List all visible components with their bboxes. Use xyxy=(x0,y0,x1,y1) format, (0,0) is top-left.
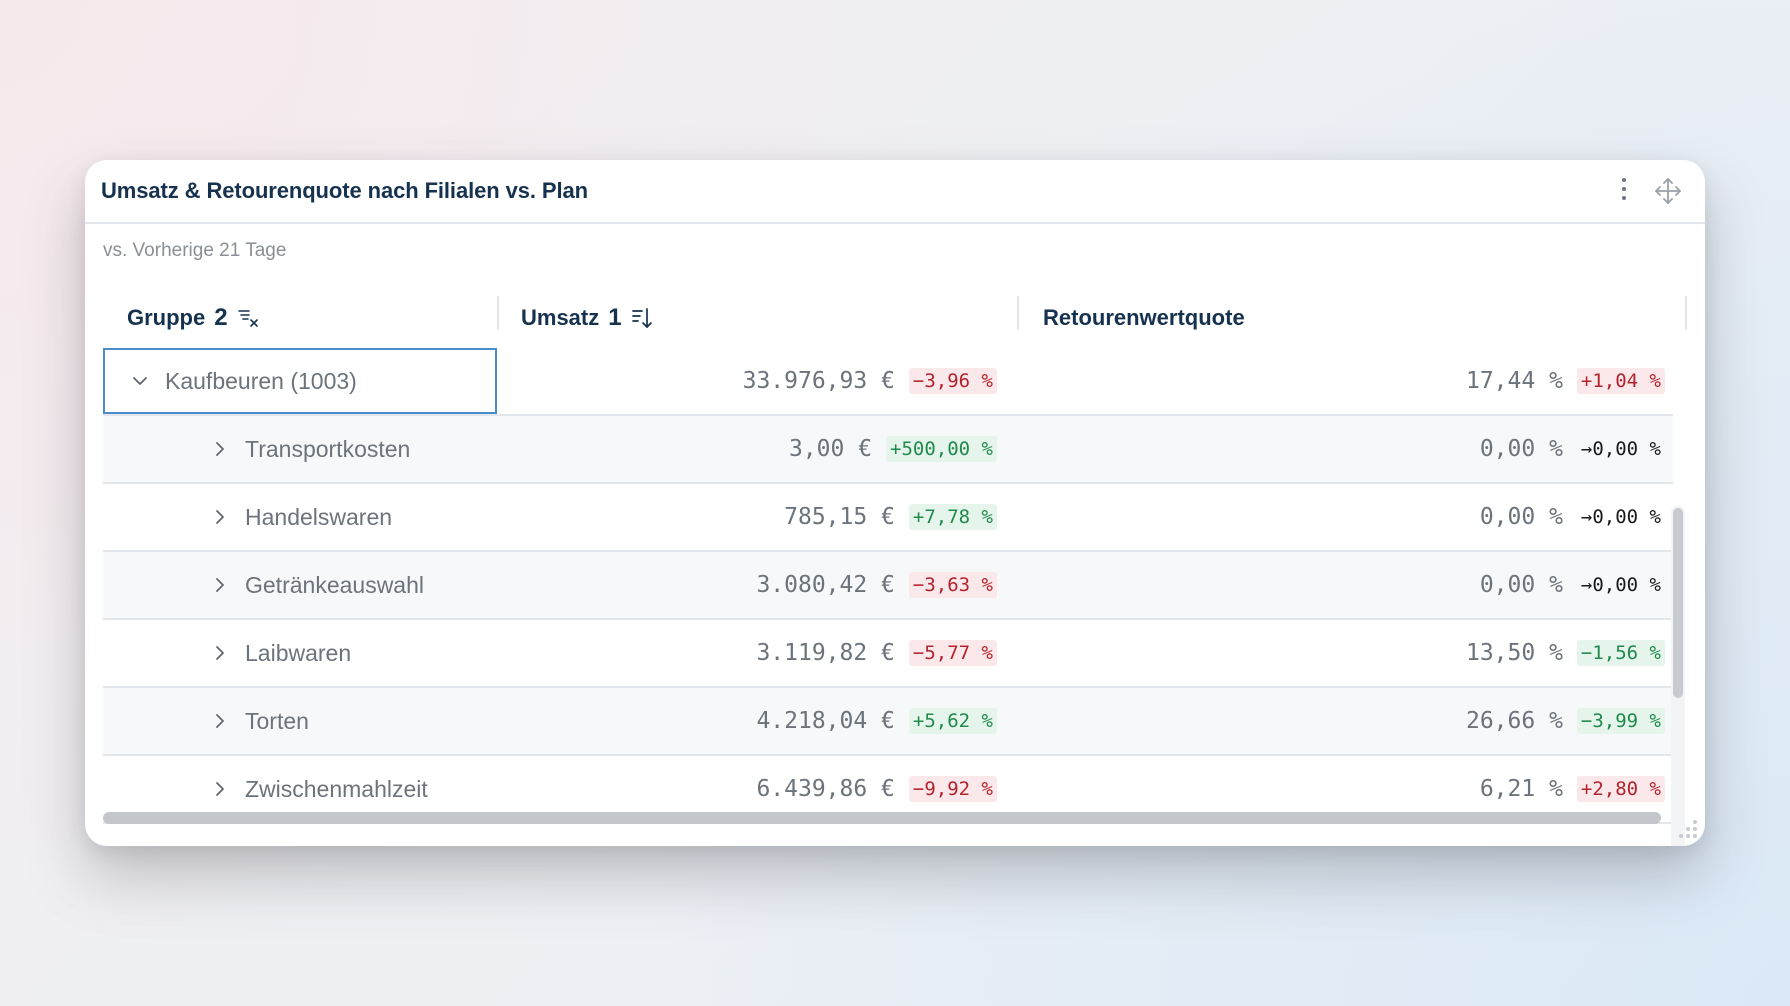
revenue-delta-badge: −3,63 % xyxy=(908,572,997,598)
column-divider[interactable] xyxy=(1017,296,1019,330)
widget-header: Umsatz & Retourenquote nach Filialen vs.… xyxy=(85,160,1705,224)
column-header-revenue[interactable]: Umsatz 1 xyxy=(521,288,654,348)
widget-title: Umsatz & Retourenquote nach Filialen vs.… xyxy=(101,178,588,203)
group-cell[interactable]: Handelswaren xyxy=(103,484,497,550)
revenue-value: 33.976,93 € xyxy=(742,368,895,394)
column-header-group[interactable]: Gruppe 2 xyxy=(127,288,260,348)
revenue-value: 3.080,42 € xyxy=(756,572,895,598)
sort-order-number: 2 xyxy=(214,304,228,331)
revenue-value: 6.439,86 € xyxy=(756,776,895,802)
revenue-delta-badge: −9,92 % xyxy=(908,776,997,802)
table-row[interactable]: Kaufbeuren (1003) 33.976,93 € −3,96 % 17,44… xyxy=(103,348,1673,416)
group-label: Laibwaren xyxy=(245,639,352,666)
revenue-cell[interactable]: 33.976,93 € −3,96 % xyxy=(497,348,997,414)
chevron-right-icon[interactable] xyxy=(209,710,231,732)
chevron-right-icon[interactable] xyxy=(209,778,231,800)
group-label: Kaufbeuren (1003) xyxy=(165,367,357,394)
return-rate-cell[interactable]: 0,00 % →0,00 % xyxy=(1017,416,1665,482)
sort-descending-icon[interactable] xyxy=(630,306,654,330)
kebab-menu-icon[interactable] xyxy=(1619,178,1629,204)
revenue-value: 785,15 € xyxy=(784,504,895,530)
revenue-delta-badge: +500,00 % xyxy=(886,436,997,462)
return-rate-delta-badge: +1,04 % xyxy=(1576,368,1665,394)
chevron-right-icon[interactable] xyxy=(209,506,231,528)
table-row[interactable]: Laibwaren 3.119,82 € −5,77 % 13,50 % −1,56 % xyxy=(103,620,1673,688)
chevron-right-icon[interactable] xyxy=(209,642,231,664)
return-rate-value: 0,00 % xyxy=(1479,572,1563,598)
horizontal-scrollbar-thumb[interactable] xyxy=(103,812,1661,824)
group-cell[interactable]: Kaufbeuren (1003) xyxy=(103,348,497,414)
return-rate-value: 6,21 % xyxy=(1479,776,1563,802)
column-divider[interactable] xyxy=(1685,296,1687,330)
return-rate-cell[interactable]: 26,66 % −3,99 % xyxy=(1017,688,1665,754)
group-label: Torten xyxy=(245,707,309,734)
group-label: Transportkosten xyxy=(245,435,411,462)
revenue-cell[interactable]: 6.439,86 € −9,92 % xyxy=(497,756,997,822)
table-row[interactable]: Getränkeauswahl 3.080,42 € −3,63 % 0,00 % →0… xyxy=(103,552,1673,620)
table-body: Kaufbeuren (1003) 33.976,93 € −3,96 % 17,44… xyxy=(103,348,1673,824)
group-cell[interactable]: Torten xyxy=(103,688,497,754)
return-rate-cell[interactable]: 17,44 % +1,04 % xyxy=(1017,348,1665,414)
data-table: Gruppe 2 Umsatz 1 xyxy=(103,288,1687,824)
group-label: Handelswaren xyxy=(245,503,393,530)
group-cell[interactable]: Getränkeauswahl xyxy=(103,552,497,618)
return-rate-delta-badge: →0,00 % xyxy=(1580,506,1661,528)
revenue-cell[interactable]: 4.218,04 € +5,62 % xyxy=(497,688,997,754)
revenue-cell[interactable]: 3.119,82 € −5,77 % xyxy=(497,620,997,686)
return-rate-value: 0,00 % xyxy=(1479,436,1563,462)
revenue-delta-badge: +7,78 % xyxy=(908,504,997,530)
sort-order-number: 1 xyxy=(608,304,622,331)
return-rate-delta-badge: →0,00 % xyxy=(1580,438,1661,460)
chevron-down-icon[interactable] xyxy=(129,370,151,392)
chevron-right-icon[interactable] xyxy=(209,438,231,460)
group-label: Zwischenmahlzeit xyxy=(245,775,428,802)
widget-subtitle: vs. Vorherige 21 Tage xyxy=(103,240,287,261)
column-header-return-rate[interactable]: Retourenwertquote xyxy=(1043,288,1245,348)
table-row[interactable]: Handelswaren 785,15 € +7,78 % 0,00 % →0,00 % xyxy=(103,484,1673,552)
move-arrows-icon[interactable] xyxy=(1653,176,1683,206)
revenue-cell[interactable]: 3.080,42 € −3,63 % xyxy=(497,552,997,618)
return-rate-delta-badge: −1,56 % xyxy=(1576,640,1665,666)
revenue-value: 3,00 € xyxy=(788,436,873,462)
revenue-value: 3.119,82 € xyxy=(756,640,895,666)
clear-sort-icon[interactable] xyxy=(236,306,260,330)
group-cell[interactable]: Laibwaren xyxy=(103,620,497,686)
return-rate-delta-badge: →0,00 % xyxy=(1580,574,1661,596)
group-label: Getränkeauswahl xyxy=(245,571,424,598)
return-rate-value: 17,44 % xyxy=(1465,368,1563,394)
return-rate-cell[interactable]: 0,00 % →0,00 % xyxy=(1017,552,1665,618)
column-header-revenue-label: Umsatz xyxy=(521,305,600,330)
vertical-scrollbar-thumb[interactable] xyxy=(1673,508,1683,698)
return-rate-value: 0,00 % xyxy=(1479,504,1563,530)
revenue-delta-badge: −5,77 % xyxy=(908,640,997,666)
table-row[interactable]: Torten 4.218,04 € +5,62 % 26,66 % −3,99 % xyxy=(103,688,1673,756)
return-rate-cell[interactable]: 0,00 % →0,00 % xyxy=(1017,484,1665,550)
column-header-group-label: Gruppe xyxy=(127,305,206,330)
table-header: Gruppe 2 Umsatz 1 xyxy=(103,288,1687,348)
column-header-return-rate-label: Retourenwertquote xyxy=(1043,305,1245,330)
chevron-right-icon[interactable] xyxy=(209,574,231,596)
table-row[interactable]: Transportkosten 3,00 € +500,00 % 0,00 % →0,0… xyxy=(103,416,1673,484)
group-cell[interactable]: Zwischenmahlzeit xyxy=(103,756,497,822)
return-rate-delta-badge: +2,80 % xyxy=(1576,776,1665,802)
return-rate-cell[interactable]: 6,21 % +2,80 % xyxy=(1017,756,1665,822)
return-rate-delta-badge: −3,99 % xyxy=(1576,708,1665,734)
resize-grip-icon[interactable] xyxy=(1675,816,1701,842)
revenue-cell[interactable]: 785,15 € +7,78 % xyxy=(497,484,997,550)
group-cell[interactable]: Transportkosten xyxy=(103,416,497,482)
revenue-delta-badge: +5,62 % xyxy=(908,708,997,734)
revenue-delta-badge: −3,96 % xyxy=(908,368,997,394)
revenue-cell[interactable]: 3,00 € +500,00 % xyxy=(497,416,997,482)
widget-card: Umsatz & Retourenquote nach Filialen vs.… xyxy=(85,160,1705,846)
return-rate-value: 13,50 % xyxy=(1465,640,1563,666)
revenue-value: 4.218,04 € xyxy=(756,708,895,734)
column-divider[interactable] xyxy=(497,296,499,330)
return-rate-cell[interactable]: 13,50 % −1,56 % xyxy=(1017,620,1665,686)
return-rate-value: 26,66 % xyxy=(1465,708,1563,734)
